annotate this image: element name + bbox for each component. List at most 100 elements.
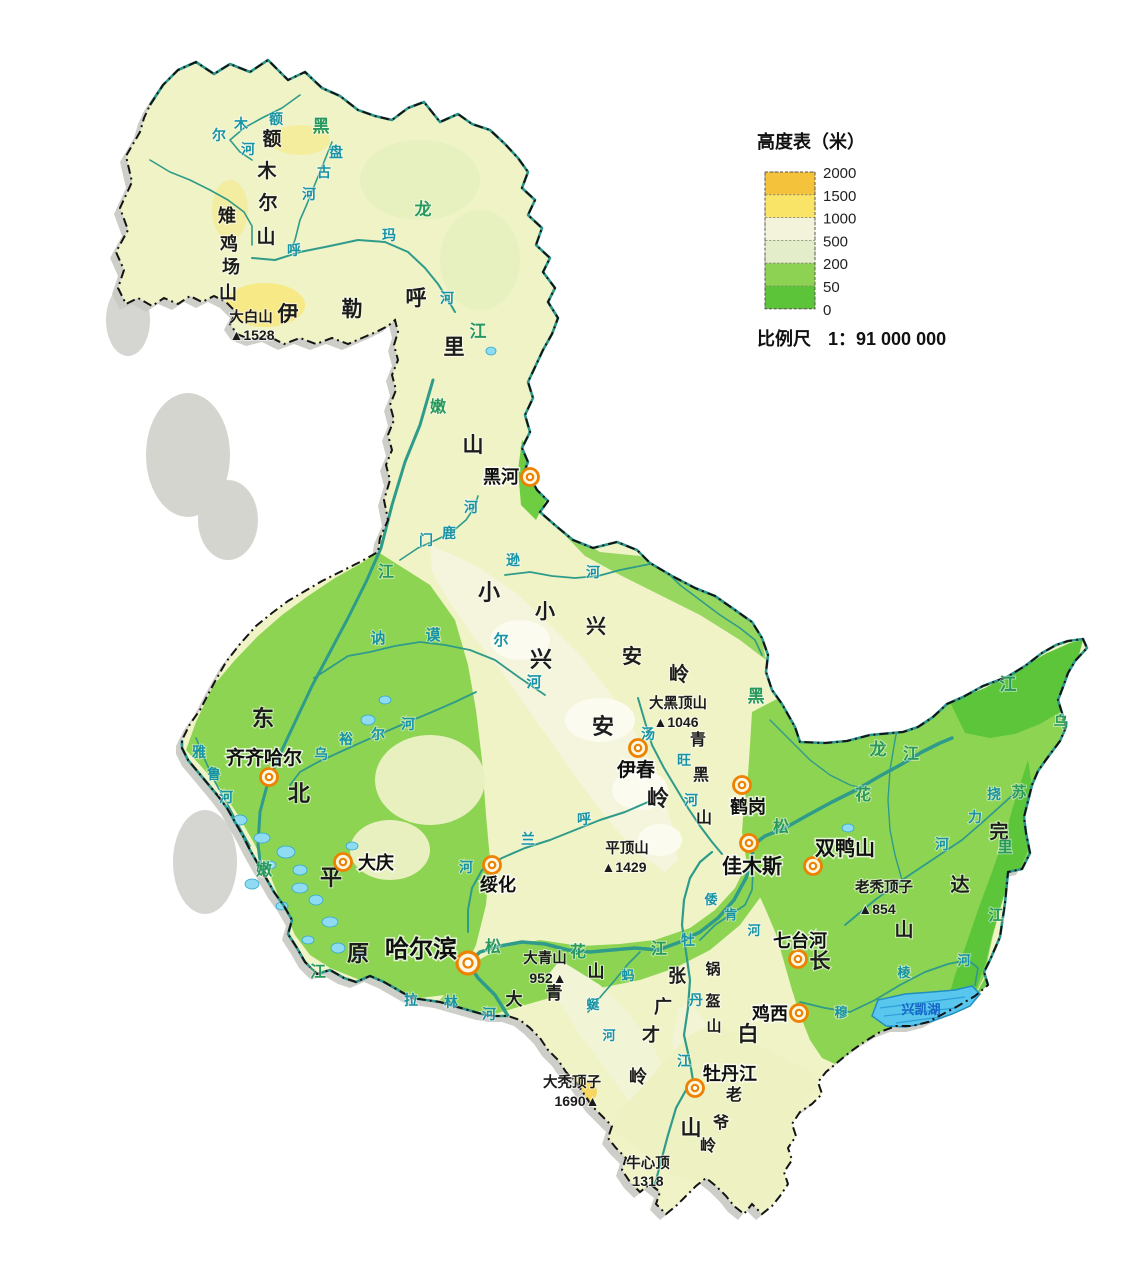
river-label-char: 讷 xyxy=(370,629,385,647)
river-label-char: 花 xyxy=(570,942,586,961)
legend-band xyxy=(764,239,816,264)
river-tangwang xyxy=(637,697,723,855)
river-woken xyxy=(699,871,754,941)
city-ring-inner xyxy=(794,1008,804,1018)
terrain-label-char: 岭 xyxy=(629,1066,647,1087)
river-label-char: 雅 xyxy=(192,744,206,760)
small-lakes xyxy=(232,346,855,960)
legend-title: 高度表（米） xyxy=(757,131,865,152)
terrain-label-char: 白 xyxy=(738,1022,759,1046)
terrain-label-char: 岭 xyxy=(669,662,689,686)
river-label-char: 河 xyxy=(219,789,233,805)
river-label-char: 林 xyxy=(444,994,458,1010)
peak-elevation: ▲1046 xyxy=(653,714,698,730)
river-label-char: 尔 xyxy=(212,127,226,143)
river-label-char: 尔 xyxy=(371,726,385,742)
city-ring-inner xyxy=(487,860,497,870)
city-ring-inner xyxy=(633,743,643,753)
legend-band xyxy=(764,262,816,287)
river-xun xyxy=(504,562,656,579)
city-ring-inner xyxy=(338,857,348,867)
terrain-label-char: 广 xyxy=(654,996,672,1017)
peak-name: 大秃顶子 xyxy=(543,1073,601,1091)
river-label-char: 裕 xyxy=(338,731,353,747)
legend-tick-value: 1000 xyxy=(823,211,856,228)
river-label-char: 龙 xyxy=(414,199,432,219)
river-naoli xyxy=(844,789,1019,926)
river-label-char: 挠 xyxy=(987,786,1001,802)
river-label-char: 嫩 xyxy=(430,397,447,416)
legend-band xyxy=(764,171,816,196)
river-label-char: 河 xyxy=(747,923,760,938)
terrain-label-char: 山 xyxy=(256,226,275,248)
city-ring-inner xyxy=(462,957,474,969)
river-label-char: 逊 xyxy=(506,552,520,568)
legend-tick-value: 0 xyxy=(823,302,831,319)
legend-band xyxy=(764,285,816,310)
river-label-char: 呼 xyxy=(577,811,591,827)
city-marker: 鹤岗 xyxy=(729,775,768,819)
river-label-char: 古 xyxy=(317,164,331,180)
river-wutong xyxy=(769,719,871,791)
river-label-char: 江 xyxy=(651,940,667,958)
legend-band xyxy=(764,217,816,241)
outside-relief-shadows xyxy=(106,284,258,914)
peak-labels-layer: 大白山▲1528大黑顶山▲1046平顶山▲1429老秃顶子▲854大青山952▲… xyxy=(228,307,914,1190)
city-marker: 伊春 xyxy=(614,738,657,783)
terrain-label-char: 青 xyxy=(690,730,706,749)
river-yalu xyxy=(195,737,251,847)
city-marker: 齐齐哈尔 xyxy=(224,745,304,787)
terrain-label-char: 锅 xyxy=(705,960,720,978)
rivers xyxy=(149,94,1019,1198)
city-label: 大庆 xyxy=(358,852,394,873)
terrain-label-char: 山 xyxy=(894,919,913,941)
city-ring-inner xyxy=(264,772,274,782)
city-ring-inner xyxy=(808,861,818,871)
river-label-char: 力 xyxy=(968,809,982,825)
terrain-label-char: 才 xyxy=(642,1024,660,1045)
city-marker: 佳木斯 xyxy=(721,833,784,880)
river-labels-layer: 额木尔河黑龙江盘古河呼玛河嫩江门 鹿河逊河讷谟尔河乌裕 尔河雅鲁河嫩江呼兰河汤旺河黑… xyxy=(191,110,1069,1070)
city-ring-inner xyxy=(525,472,535,482)
peak-elevation: 1318 xyxy=(632,1173,663,1189)
scale-label: 比例尺 xyxy=(757,328,811,349)
river-label-char: 乌 xyxy=(1053,713,1068,731)
river-label-char: 棱 xyxy=(897,965,911,980)
peak-name: 老秃顶子 xyxy=(854,878,913,896)
river-label-char: 木 xyxy=(233,116,249,132)
peak-elevation: ▲1528 xyxy=(229,327,274,343)
river-label-char: 河 xyxy=(401,716,415,732)
terrain-label-char: 兴 xyxy=(530,647,552,672)
city-marker: 大庆 xyxy=(333,851,396,875)
river-mayan xyxy=(587,951,641,1013)
legend-tick-value: 2000 xyxy=(823,165,856,182)
terrain-label-char: 大 xyxy=(506,989,523,1009)
terrain-label-char: 勒 xyxy=(342,298,363,321)
river-label-char: 黑 xyxy=(313,117,330,136)
city-label: 鹤岗 xyxy=(730,796,766,817)
city-marker: 牡丹江 xyxy=(685,1062,759,1098)
river-label-char: 乌 xyxy=(314,746,328,762)
terrain-label-char: 尔 xyxy=(258,191,277,214)
city-ring-inner xyxy=(793,954,803,964)
river-label-char: 汤 xyxy=(641,726,655,742)
river-label-char: 河 xyxy=(440,290,454,306)
river-label-char: 江 xyxy=(378,563,394,581)
city-label: 齐齐哈尔 xyxy=(226,746,302,769)
legend-bar-frame xyxy=(764,171,816,310)
terrain-label-char: 鸡 xyxy=(219,233,238,254)
river-label-char: 鲁 xyxy=(206,766,221,782)
river-label-char: 松 xyxy=(485,937,501,956)
peak-elevation: 952▲ xyxy=(529,970,566,986)
river-label-char: 江 xyxy=(310,963,326,981)
terrain-label-char: 小 xyxy=(478,580,500,605)
city-marker: 绥化 xyxy=(479,855,518,897)
terrain-label-char: 完 xyxy=(989,820,1008,843)
river-label-char: 门 xyxy=(419,532,433,548)
city-label: 哈尔滨 xyxy=(385,935,457,963)
terrain-label-char: 盔 xyxy=(704,992,720,1010)
legend-band xyxy=(764,194,816,219)
terrain-label-char: 老 xyxy=(725,1085,742,1104)
